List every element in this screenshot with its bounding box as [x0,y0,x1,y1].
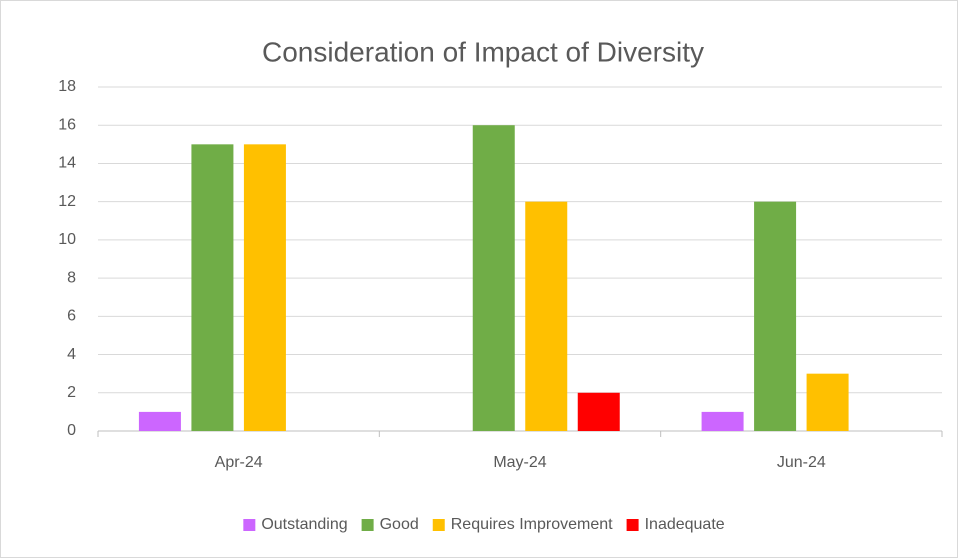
legend-label: Outstanding [261,516,347,533]
bar [806,373,849,431]
y-tick-label: 4 [67,346,76,363]
bar [138,411,181,431]
legend-swatch [432,519,445,531]
bar [243,144,286,432]
x-tick-label: Apr-24 [215,454,263,471]
legend-swatch [243,519,256,531]
legend-label: Good [380,516,419,533]
y-tick-label: 8 [67,269,76,286]
y-tick-label: 6 [67,308,76,325]
bar [577,392,620,431]
y-tick-label: 10 [58,231,76,248]
x-tick-label: May-24 [493,454,546,471]
chart-title: Consideration of Impact of Diversity [262,36,704,67]
bar [701,411,744,431]
y-tick-label: 18 [58,78,76,95]
y-tick-label: 14 [58,155,76,172]
y-tick-label: 16 [58,116,76,133]
bar [754,201,797,431]
bar [525,201,568,431]
x-tick-label: Jun-24 [777,454,826,471]
legend-label: Inadequate [645,516,725,533]
y-tick-label: 0 [67,422,76,439]
y-tick-label: 12 [58,193,76,210]
y-tick-label: 2 [67,384,76,401]
legend-swatch [626,519,639,531]
bar [472,125,515,431]
legend-label: Requires Improvement [451,516,613,533]
legend-swatch [361,519,374,531]
bar [191,144,234,432]
